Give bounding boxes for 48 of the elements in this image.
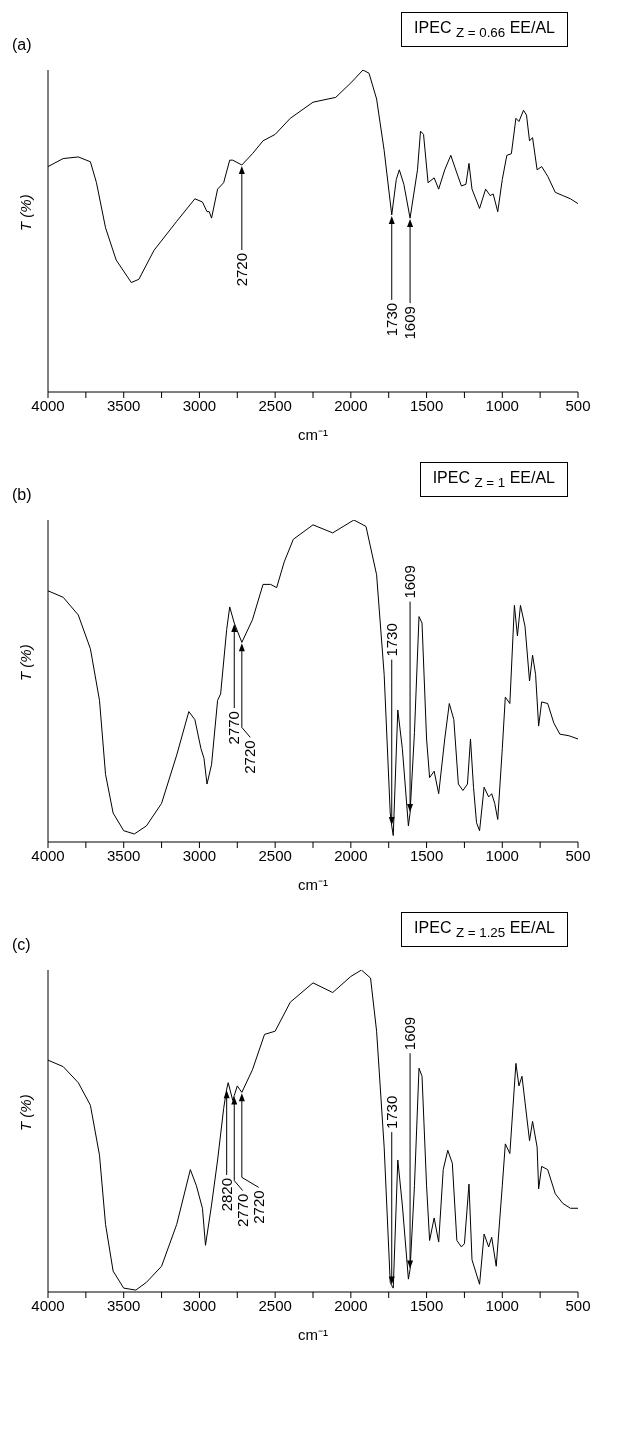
x-tick-label: 1500 bbox=[409, 846, 444, 864]
x-tick-label: 1000 bbox=[485, 396, 519, 414]
annotation: 2770 bbox=[233, 1193, 251, 1227]
x-tick-label: 2500 bbox=[258, 396, 292, 414]
x-tick-label: 1000 bbox=[485, 846, 519, 864]
annotation: 2820 bbox=[217, 1177, 235, 1212]
y-axis-title: T (%) bbox=[17, 644, 35, 681]
annotation: 2770 bbox=[225, 711, 243, 745]
x-tick-label: 3000 bbox=[182, 1296, 217, 1314]
chart-subtitle: IPEC $_{Z = 0.66}$ EE/AL bbox=[401, 12, 568, 48]
annotation: 1730 bbox=[382, 623, 400, 657]
chart-subtitle: IPEC $_{Z = 1}$ EE/AL bbox=[419, 462, 568, 498]
x-tick-label: 3500 bbox=[107, 396, 141, 414]
x-tick-label: 2000 bbox=[334, 846, 368, 864]
x-tick-label: 4000 bbox=[31, 846, 65, 864]
annotation: 1730 bbox=[382, 1095, 400, 1130]
x-tick-label: 1000 bbox=[485, 1296, 519, 1314]
chart-title: (b) bbox=[12, 486, 32, 504]
chart-subtitle: IPEC $_{Z = 1.25}$ EE/AL bbox=[401, 912, 568, 948]
x-axis-title: cm⁻¹ bbox=[298, 426, 328, 443]
annotation: 2720 bbox=[241, 740, 259, 774]
annotation: 1730 bbox=[382, 302, 400, 337]
chart-title: (c) bbox=[12, 936, 31, 954]
x-tick-label: 3500 bbox=[107, 846, 141, 864]
x-tick-label: 2500 bbox=[258, 1296, 292, 1314]
annotation: 1609 bbox=[401, 565, 419, 599]
x-axis-title: cm⁻¹ bbox=[298, 876, 328, 893]
x-tick-label: 500 bbox=[565, 1296, 591, 1314]
chart-title: (a) bbox=[12, 36, 32, 54]
x-tick-label: 1500 bbox=[409, 396, 444, 414]
x-tick-label: 3000 bbox=[182, 846, 217, 864]
x-tick-label: 2500 bbox=[258, 846, 292, 864]
annotation: 1609 bbox=[401, 306, 419, 340]
x-tick-label: 4000 bbox=[31, 396, 65, 414]
annotation: 1609 bbox=[401, 1016, 419, 1051]
x-tick-label: 3000 bbox=[182, 396, 217, 414]
x-tick-label: 4000 bbox=[31, 1296, 65, 1314]
x-tick-label: 2000 bbox=[334, 396, 368, 414]
y-axis-title: T (%) bbox=[17, 1094, 35, 1131]
x-tick-label: 3500 bbox=[107, 1296, 141, 1314]
y-axis-title: T (%) bbox=[17, 194, 35, 231]
x-tick-label: 2000 bbox=[334, 1296, 368, 1314]
annotation: 2720 bbox=[249, 1190, 267, 1224]
x-tick-label: 500 bbox=[565, 396, 591, 414]
x-tick-label: 500 bbox=[565, 846, 591, 864]
x-axis-title: cm⁻¹ bbox=[298, 1326, 328, 1343]
annotation: 2720 bbox=[232, 252, 250, 287]
x-tick-label: 1500 bbox=[409, 1296, 444, 1314]
